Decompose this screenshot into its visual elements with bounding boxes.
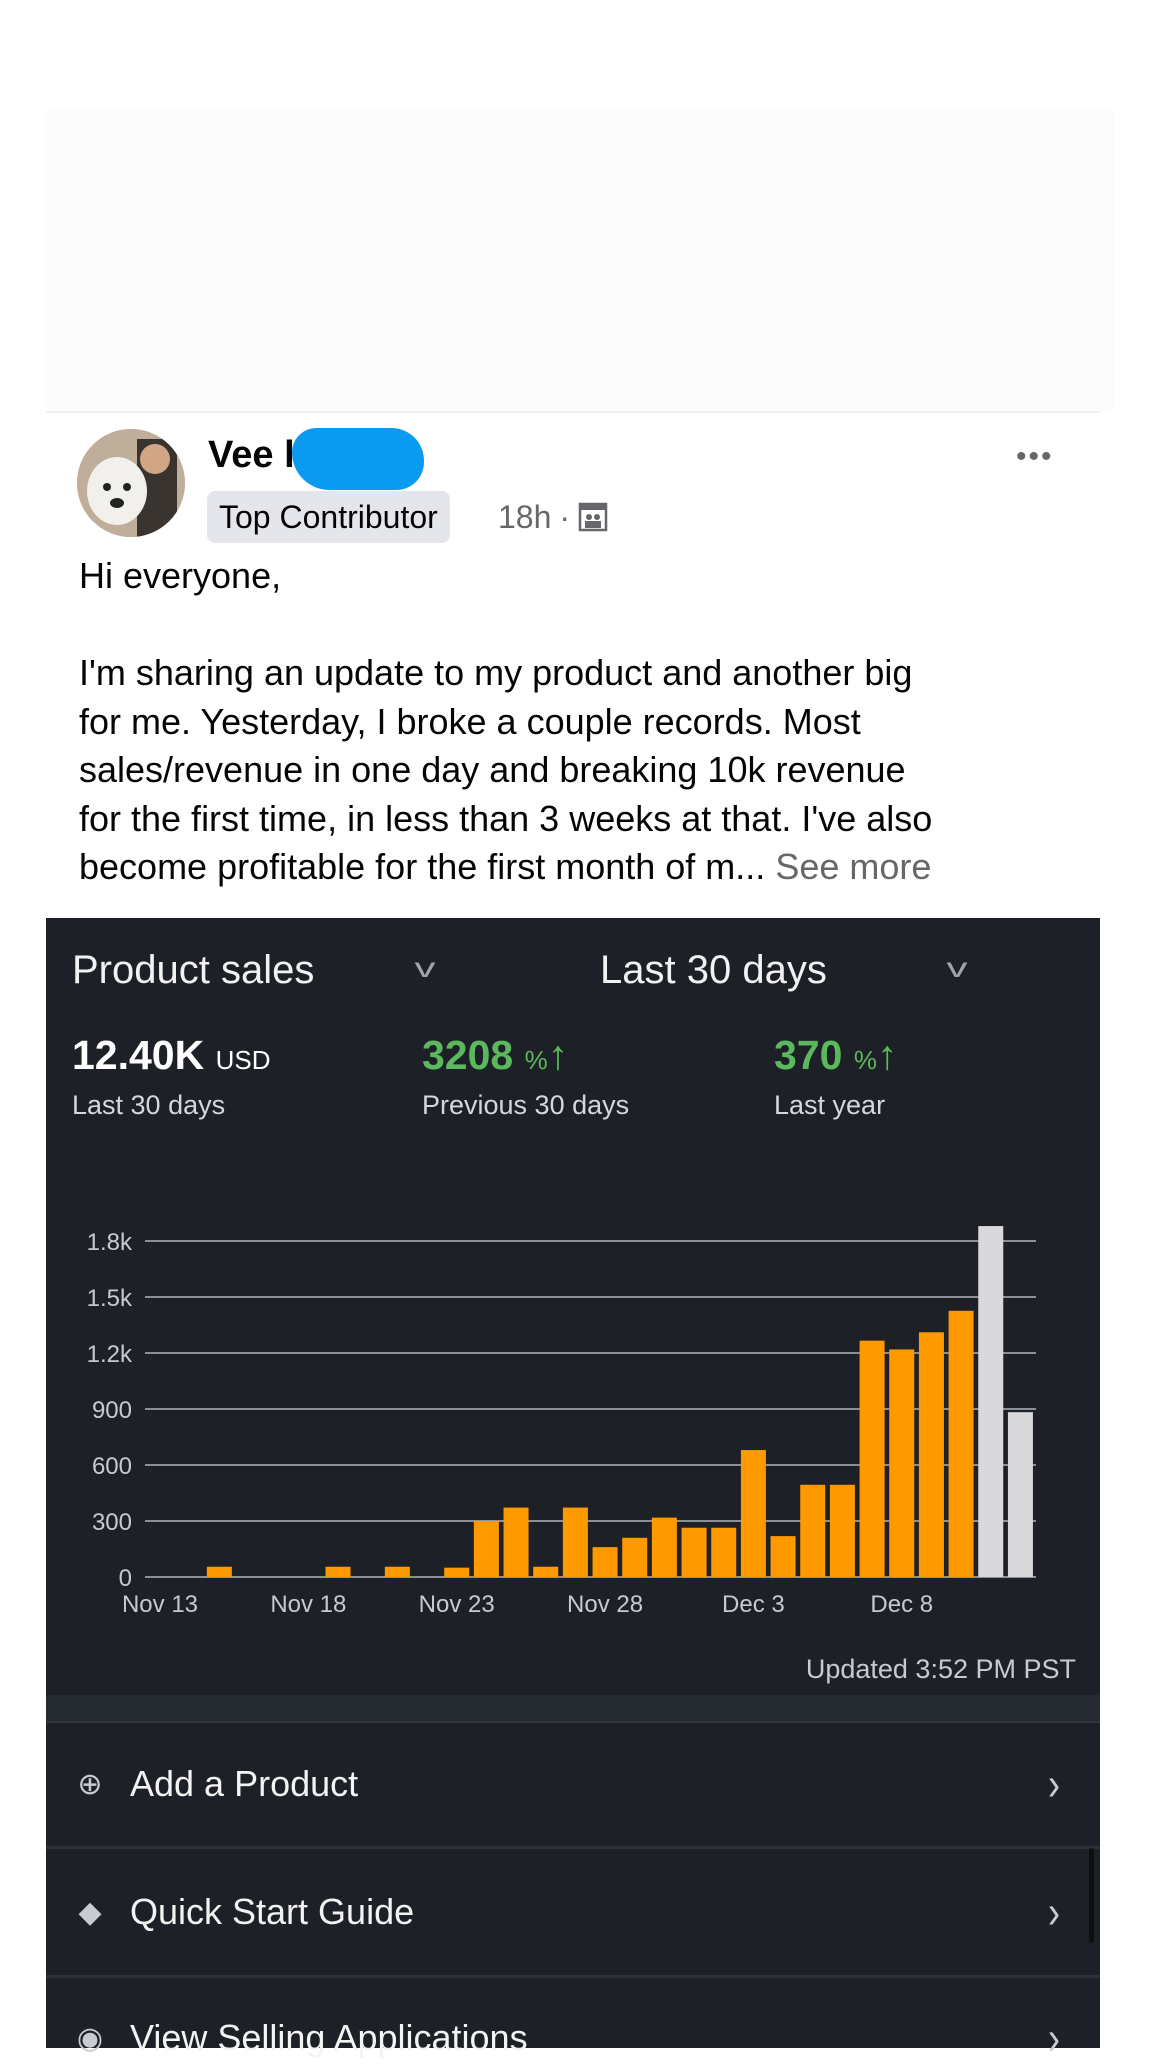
chevron-down-icon[interactable]: v <box>414 952 436 983</box>
y-tick-label: 1.5k <box>87 1285 133 1312</box>
bar <box>206 1566 232 1577</box>
chevron-down-icon[interactable]: v <box>946 952 968 983</box>
x-tick-label: Nov 13 <box>122 1591 198 1618</box>
x-tick-label: Nov 23 <box>419 1591 495 1618</box>
meta-separator: · <box>559 499 571 535</box>
previous-post-card <box>44 110 1114 410</box>
bar <box>740 1450 766 1577</box>
stat-label: Previous 30 days <box>422 1090 630 1120</box>
bar <box>829 1484 855 1577</box>
arrow-up-icon: ↑ <box>876 1032 898 1078</box>
avatar-image <box>77 429 185 537</box>
sales-dashboard-image: Product sales v Last 30 days v 12.40K US… <box>46 918 1100 2064</box>
graduation-cap-icon: ◆ <box>78 1895 102 1929</box>
chevron-right-icon: › <box>1048 2010 1060 2064</box>
post-line: Hi everyone, <box>79 555 282 596</box>
bar <box>889 1349 915 1577</box>
post-meta: 18h · <box>498 491 608 543</box>
menu-view-selling-applications[interactable]: ◉ View Selling Applications › <box>46 2006 1100 2070</box>
x-tick-label: Nov 18 <box>270 1591 346 1618</box>
chevron-right-icon: › <box>1048 1884 1060 1938</box>
stat-unit: % <box>853 1045 877 1075</box>
divider <box>46 1846 1100 1849</box>
bar <box>770 1536 796 1577</box>
post-time[interactable]: 18h <box>498 499 552 535</box>
post-line: for the first time, in less than 3 weeks… <box>79 797 933 839</box>
bar <box>711 1527 737 1577</box>
group-icon <box>578 502 608 532</box>
more-options-icon[interactable]: ••• <box>1016 440 1054 473</box>
metric-dropdown[interactable]: Product sales <box>72 948 315 992</box>
stat-total: 12.40K USD <box>72 1032 271 1079</box>
bar <box>325 1566 351 1577</box>
y-tick-label: 600 <box>92 1453 132 1480</box>
stat-value: 370 <box>774 1032 843 1078</box>
post-line: become profitable for the first month of… <box>79 846 766 887</box>
stat-last-year: 370 %↑ <box>774 1032 897 1079</box>
bar <box>562 1507 588 1577</box>
see-more-link[interactable]: See more <box>775 846 932 887</box>
post-body: Hi everyone, I'm sharing an update to my… <box>79 552 1089 892</box>
chevron-right-icon: › <box>1048 1756 1060 1810</box>
bar <box>384 1566 410 1577</box>
sales-bar-chart: 0 300 600 900 1.2k 1.5k 1.8k Nov 13 Nov 18 Nov 23… <box>87 1226 1036 1618</box>
divider <box>46 1975 1100 1978</box>
bar <box>978 1226 1004 1577</box>
menu-label: Quick Start Guide <box>130 1891 415 1932</box>
y-tick-label: 300 <box>92 1509 132 1536</box>
bar <box>1007 1412 1033 1577</box>
post-line: for me. Yesterday, I broke a couple reco… <box>79 700 861 742</box>
bar <box>859 1340 885 1577</box>
stat-previous: 3208 %↑ <box>422 1032 568 1079</box>
bar <box>503 1507 529 1577</box>
author-name[interactable]: Vee l <box>208 434 295 476</box>
bar <box>918 1332 944 1577</box>
bar <box>800 1484 826 1577</box>
post-line: I'm sharing an update to my product and … <box>79 652 913 693</box>
y-tick-label: 0 <box>119 1565 132 1592</box>
section-divider <box>46 1695 1100 1723</box>
range-dropdown[interactable]: Last 30 days <box>600 948 827 992</box>
x-tick-label: Nov 28 <box>567 1591 643 1618</box>
eye-icon: ◉ <box>76 2021 104 2055</box>
post-line: sales/revenue in one day and breaking 10… <box>79 749 906 790</box>
bar <box>533 1566 559 1577</box>
bar <box>948 1310 974 1577</box>
post-line-last: become profitable for the first month of… <box>79 843 1089 892</box>
menu-quick-start-guide[interactable]: ◆ Quick Start Guide › <box>46 1880 1100 1944</box>
y-tick-label: 1.2k <box>87 1341 133 1368</box>
bar <box>622 1537 648 1577</box>
stat-label: Last 30 days <box>72 1090 226 1120</box>
redaction-mark <box>292 428 424 490</box>
x-tick-label: Dec 8 <box>870 1591 933 1618</box>
y-tick-label: 900 <box>92 1397 132 1424</box>
top-contributor-badge[interactable]: Top Contributor <box>207 491 450 543</box>
post-line <box>79 601 1089 650</box>
bar <box>473 1521 499 1577</box>
menu-label: View Selling Applications <box>130 2017 528 2058</box>
arrow-up-icon: ↑ <box>547 1032 569 1078</box>
stat-value: 12.40K <box>72 1032 205 1078</box>
scrollbar[interactable] <box>1089 1848 1094 1943</box>
bar <box>592 1547 618 1577</box>
stat-label: Last year <box>774 1090 886 1120</box>
divider <box>46 411 1100 413</box>
stat-unit: USD <box>215 1045 271 1075</box>
updated-timestamp: Updated 3:52 PM PST <box>805 1654 1076 1684</box>
menu-label: Add a Product <box>130 1763 359 1804</box>
x-tick-label: Dec 3 <box>722 1591 785 1618</box>
bar <box>681 1527 707 1577</box>
stat-unit: % <box>524 1045 548 1075</box>
stat-value: 3208 <box>422 1032 514 1078</box>
avatar[interactable] <box>77 429 185 537</box>
tag-add-icon: ⊕ <box>77 1767 103 1801</box>
y-tick-label: 1.8k <box>87 1229 133 1256</box>
bar <box>651 1517 677 1577</box>
menu-add-product[interactable]: ⊕ Add a Product › <box>46 1752 1100 1816</box>
bar <box>444 1567 470 1577</box>
